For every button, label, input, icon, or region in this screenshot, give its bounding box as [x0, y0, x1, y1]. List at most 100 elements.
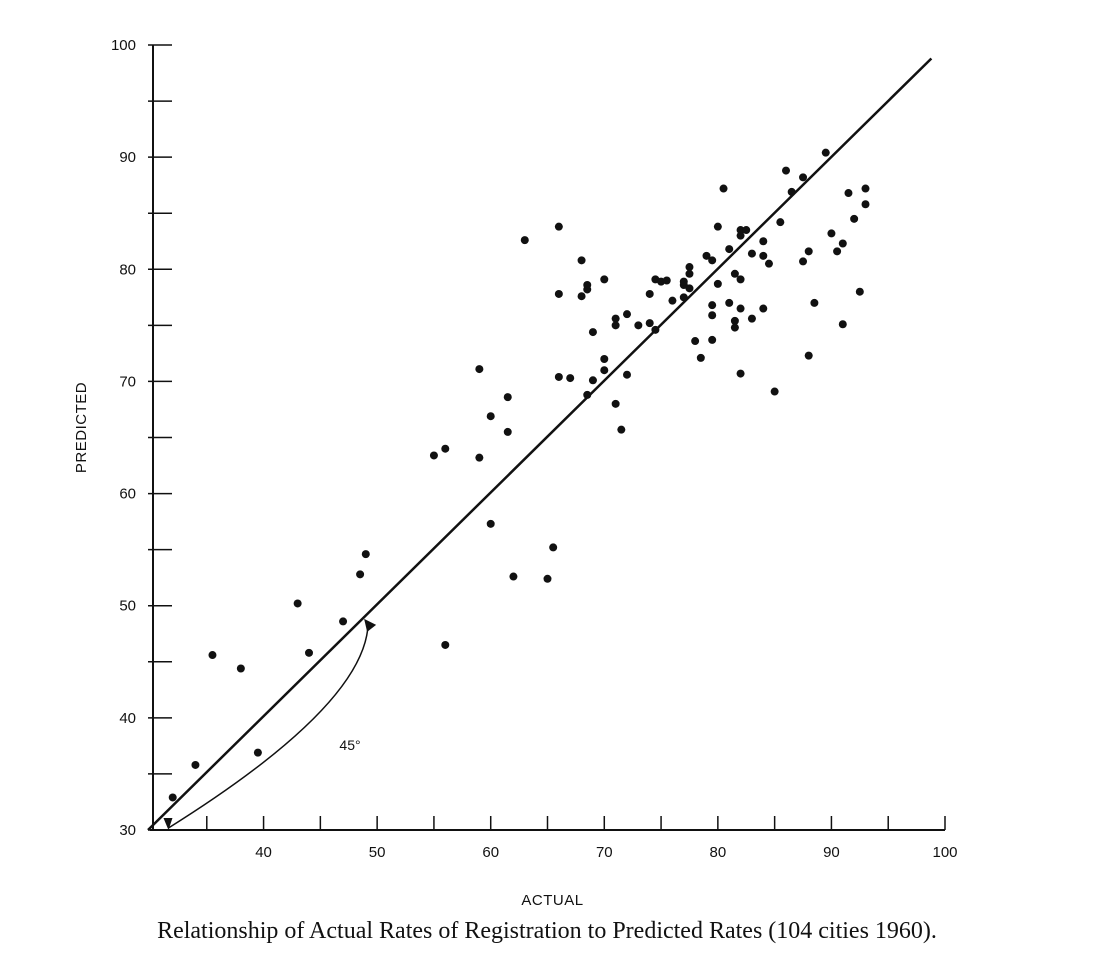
data-point [588, 376, 597, 385]
chart-svg: 40 50 60 70 80 90 100 30 40 50 60 70 80 90 100 45° ACT… [73, 37, 958, 909]
x-tick-label: 60 [482, 844, 499, 861]
data-point [611, 314, 620, 323]
data-point [855, 287, 864, 296]
data-point [799, 257, 808, 266]
data-point [208, 651, 217, 660]
data-point [685, 263, 694, 272]
data-point [486, 519, 495, 528]
data-point [838, 239, 847, 248]
data-point [833, 247, 842, 256]
data-point [736, 226, 745, 235]
data-point [759, 251, 768, 260]
data-point [645, 319, 654, 328]
data-point [520, 236, 529, 245]
figure-caption: Relationship of Actual Rates of Registra… [157, 918, 937, 944]
data-point [475, 453, 484, 462]
y-tick-label: 40 [119, 710, 136, 727]
x-axis-title: ACTUAL [521, 892, 583, 909]
data-point [861, 200, 870, 209]
data-point [799, 173, 808, 182]
data-point [429, 451, 438, 460]
data-point [554, 289, 563, 298]
x-tick-label: 40 [255, 844, 272, 861]
data-point [566, 374, 575, 383]
data-point [623, 370, 631, 379]
angle-label: 45° [339, 737, 360, 753]
data-point [168, 793, 177, 802]
data-point [736, 369, 745, 378]
data-point [600, 366, 609, 375]
data-point [702, 251, 711, 260]
tick-labels: 40 50 60 70 80 90 100 30 40 50 60 70 80 90 100 [111, 37, 958, 861]
data-point [554, 372, 563, 381]
data-point [293, 599, 302, 608]
data-point [730, 269, 739, 278]
data-point [253, 748, 262, 757]
arrow-head-bottom [163, 818, 173, 830]
data-point [339, 617, 348, 626]
data-point [577, 256, 586, 265]
arrow-head-top [364, 618, 377, 632]
data-point [668, 296, 677, 305]
data-point [600, 355, 609, 363]
data-point [623, 310, 631, 319]
data-point [844, 189, 853, 198]
data-point [441, 640, 450, 649]
y-tick-label: 70 [119, 373, 136, 390]
data-point [543, 574, 552, 583]
data-point [577, 292, 586, 301]
data-point [236, 664, 245, 673]
data-points [168, 148, 870, 802]
data-point [861, 184, 870, 193]
data-point [503, 393, 512, 402]
data-point [600, 275, 609, 284]
data-point [736, 275, 745, 284]
data-point [736, 231, 745, 240]
reference-45-degree-line [147, 57, 933, 831]
data-point [730, 316, 739, 325]
data-point [305, 648, 313, 657]
data-point [583, 280, 592, 289]
data-point [713, 222, 722, 231]
data-point [770, 387, 779, 396]
data-point [747, 249, 756, 258]
data-point [634, 321, 643, 330]
data-point [804, 351, 813, 360]
data-point [725, 298, 734, 307]
y-tick-label: 100 [111, 37, 136, 54]
data-point [747, 314, 756, 323]
data-point [708, 301, 717, 310]
x-tick-label: 100 [932, 844, 957, 861]
data-point [708, 335, 717, 344]
y-axis-title: PREDICTED [73, 382, 90, 473]
data-point [691, 337, 700, 346]
data-point [509, 572, 518, 581]
data-point [725, 245, 734, 254]
data-point [554, 222, 563, 231]
y-tick-label: 50 [119, 598, 136, 615]
data-point [685, 284, 694, 293]
data-point [588, 328, 597, 337]
data-point [645, 289, 654, 298]
data-point [850, 214, 859, 223]
angle-arc [168, 623, 369, 829]
data-point [611, 399, 620, 408]
data-point [713, 279, 722, 288]
data-point [475, 365, 484, 374]
data-point [441, 444, 450, 453]
data-point [617, 425, 626, 434]
data-point [503, 427, 512, 436]
data-point [804, 247, 813, 256]
data-point [356, 570, 365, 579]
data-point [821, 148, 830, 157]
x-tick-label: 50 [369, 844, 386, 861]
x-tick-label: 90 [823, 844, 840, 861]
y-tick-label: 30 [119, 822, 136, 839]
data-point [827, 229, 836, 238]
data-point [764, 259, 773, 268]
data-point [651, 325, 660, 334]
data-point [583, 390, 592, 399]
angle-annotation: 45° [163, 618, 377, 830]
y-tick-label: 90 [119, 149, 136, 166]
